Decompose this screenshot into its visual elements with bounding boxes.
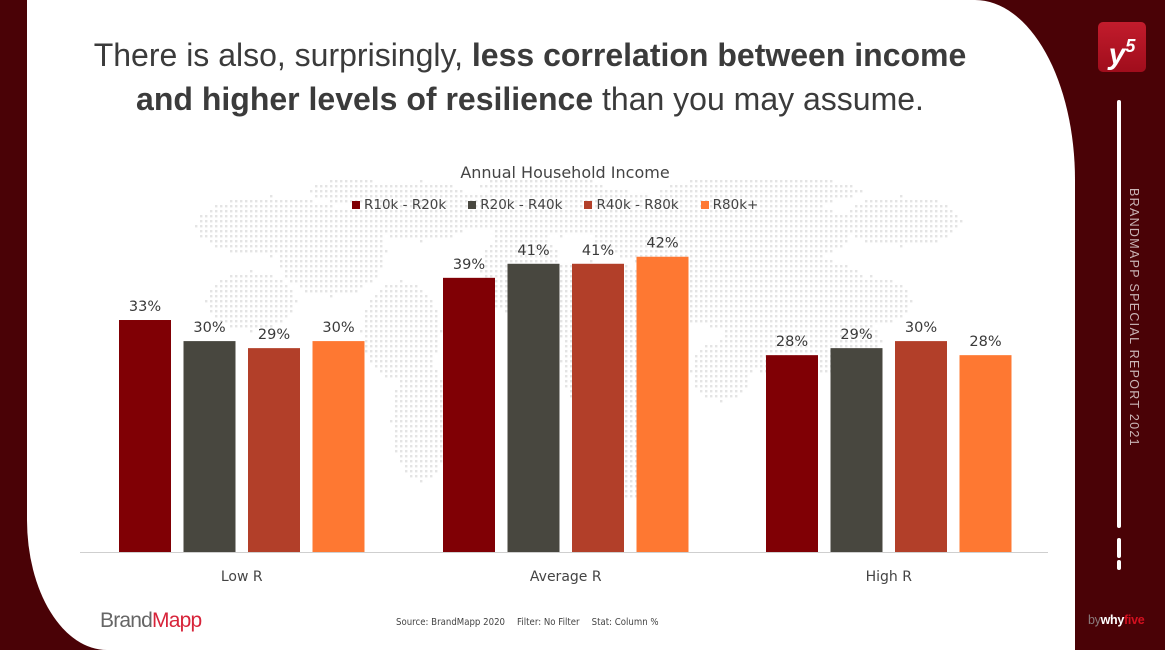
sidebar-line [1117,100,1121,518]
by-text: by [1088,613,1101,627]
logo-letter: y [1108,38,1126,71]
bar [766,355,818,552]
headline-bold-1: less correlation between income [471,37,967,73]
data-label: 30% [322,320,354,336]
headline-text-1: There is also, surprisingly, [93,37,472,73]
brand-text: Brand [100,609,153,632]
data-label: 28% [969,334,1001,350]
logo-superscript: 5 [1125,36,1136,56]
sidebar-dash-1 [1117,508,1121,528]
data-label: 29% [840,327,872,343]
data-label: 33% [129,299,161,315]
legend-swatch [700,201,709,209]
sidebar-dash-3 [1117,560,1121,570]
left-border-strip [0,0,27,650]
five-text: five [1124,613,1145,627]
bar [183,341,236,552]
legend-label: R80k+ [712,197,759,213]
bar [119,320,171,552]
bar [443,277,495,552]
data-label: 39% [453,257,485,273]
legend-item: R40k - R80k [584,197,679,213]
data-label: 29% [258,327,290,343]
legend-label: R10k - R20k [364,197,447,213]
category-label: Average R [530,569,602,585]
bar [507,263,560,552]
stat-text: Stat: Column % [591,617,659,628]
bar [572,263,624,552]
legend-item: R10k - R20k [352,197,446,213]
page-title: There is also, surprisingly, less correl… [40,33,1020,121]
bar [895,341,947,552]
why-text: why [1100,613,1125,627]
data-label: 41% [582,243,614,259]
chart-legend: R10k - R20k R20k - R40k R40k - R80k R80k+ [352,197,758,213]
legend-swatch [468,201,477,209]
legend-swatch [352,201,360,209]
bar [312,341,365,552]
bar [636,256,689,552]
headline-text-2: than you may assume. [593,81,924,117]
mapp-text: Mapp [152,609,202,632]
source-text: Source: BrandMapp 2020 [396,617,506,628]
report-vertical-label: BRANDMAPP SPECIAL REPORT 2021 [1127,188,1141,447]
legend-swatch [584,201,593,209]
why-five-logo-icon: y5 [1098,22,1146,72]
data-label: 30% [905,320,937,336]
data-label: 42% [646,236,678,252]
bar [830,348,883,552]
category-label: Low R [221,569,263,585]
bar [959,355,1012,552]
source-note: Source: BrandMapp 2020 Filter: No Filter… [396,617,659,628]
filter-text: Filter: No Filter [517,617,580,628]
legend-label: R20k - R40k [480,197,563,213]
bar [248,348,300,552]
brandmapp-logo: BrandMapp [100,609,202,633]
category-label: High R [866,569,913,585]
legend-item: R20k - R40k [468,197,562,213]
legend-label: R40k - R80k [596,197,679,213]
legend-item: R80k+ [700,197,759,213]
chart-title: Annual Household Income [460,163,670,182]
data-label: 28% [776,334,808,350]
headline-bold-2: and higher levels of resilience [136,81,594,117]
sidebar-dash-2 [1117,538,1121,558]
bywhyfive-logo: bywhyfive [1088,613,1145,627]
data-label: 41% [517,243,549,259]
data-label: 30% [193,320,225,336]
